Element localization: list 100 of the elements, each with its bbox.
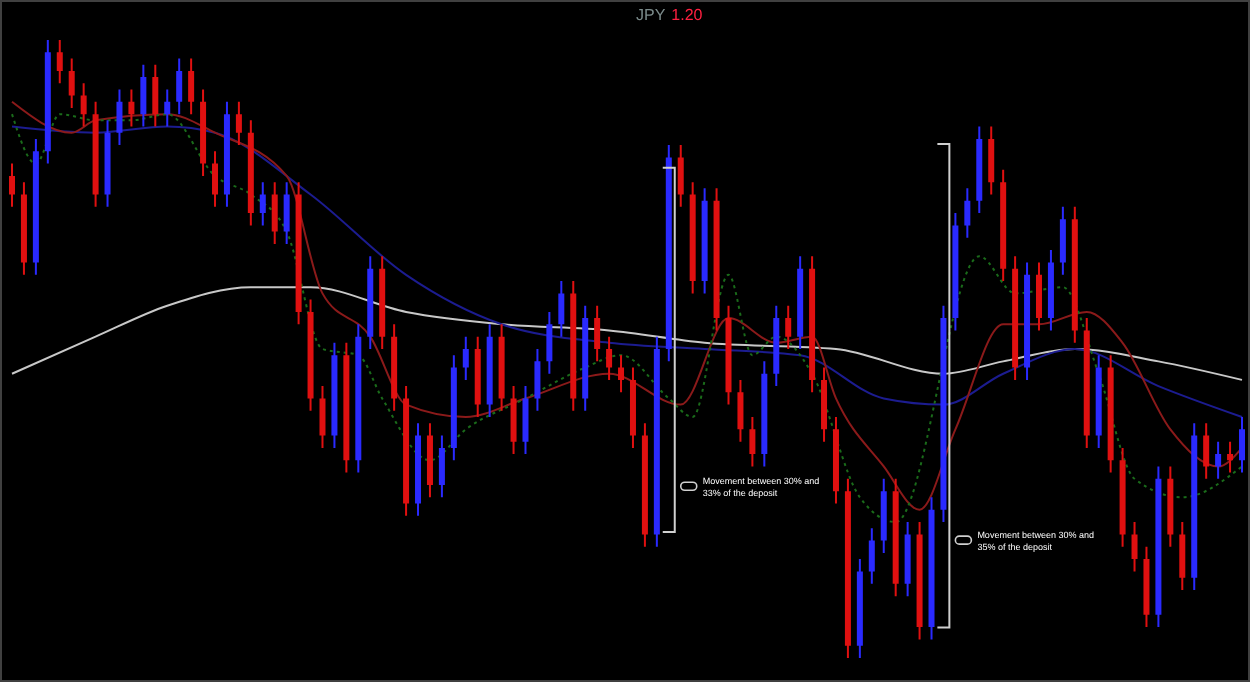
- candlestick: [606, 336, 613, 380]
- candlestick: [570, 281, 577, 411]
- candlestick: [880, 478, 887, 553]
- candlestick: [235, 101, 242, 146]
- chart-title: JPY: [636, 6, 667, 24]
- candlestick: [928, 497, 935, 640]
- candlestick: [976, 126, 983, 214]
- candlestick: [1024, 262, 1031, 380]
- candlestick: [295, 182, 302, 325]
- candlestick: [701, 188, 708, 294]
- candlestick: [200, 89, 207, 176]
- candlestick: [964, 188, 971, 238]
- candlestick: [1227, 441, 1234, 473]
- candlestick: [689, 182, 696, 294]
- candlestick: [20, 182, 27, 275]
- candlestick: [1179, 522, 1186, 591]
- candlestick: [104, 120, 111, 207]
- candlestick: [797, 256, 804, 349]
- candlestick: [677, 145, 684, 207]
- candlestick: [952, 213, 959, 331]
- candlestick: [68, 58, 75, 108]
- candlestick: [749, 416, 756, 467]
- candlestick: [331, 342, 338, 448]
- chart-subtitle: 1.20: [671, 6, 704, 24]
- candlestick: [32, 138, 39, 275]
- candlestick: [1095, 355, 1102, 448]
- candlestick: [188, 58, 195, 115]
- candlestick: [80, 83, 87, 127]
- candlestick: [1059, 206, 1066, 275]
- candlestick: [426, 423, 433, 498]
- candlestick: [9, 163, 15, 207]
- candlestick: [737, 379, 744, 442]
- candlestick: [1035, 262, 1042, 331]
- candlestick: [832, 416, 839, 504]
- candlestick: [534, 349, 541, 411]
- candlestick: [391, 324, 398, 411]
- candlestick: [164, 89, 171, 127]
- candlestick: [618, 355, 625, 393]
- candlestick: [128, 89, 135, 127]
- candlestick: [343, 342, 350, 473]
- candlestick: [546, 311, 553, 374]
- candlestick: [462, 336, 469, 380]
- candlestick: [319, 386, 326, 448]
- candlestick: [212, 151, 219, 207]
- candlestick: [1239, 416, 1245, 473]
- candlestick: [1012, 256, 1019, 380]
- candlestick: [1215, 441, 1222, 479]
- candlestick: [1191, 423, 1198, 591]
- candlestick: [307, 299, 314, 411]
- candlestick: [247, 120, 254, 226]
- candlestick: [809, 256, 816, 393]
- candlestick: [140, 64, 147, 127]
- candlestick: [1119, 447, 1126, 547]
- candlestick: [1000, 169, 1007, 282]
- candlestick: [761, 361, 768, 467]
- candlestick: [629, 367, 636, 448]
- candlestick: [355, 324, 362, 473]
- candlestick: [558, 281, 565, 337]
- candlestick: [283, 182, 290, 244]
- candlestick: [271, 182, 278, 244]
- candlestick: [474, 336, 481, 417]
- candlestick: [988, 126, 995, 195]
- candlestick: [1083, 318, 1090, 448]
- candlestick: [403, 386, 410, 516]
- candlestick: [904, 522, 911, 597]
- candlestick: [510, 386, 517, 455]
- candlestick: [116, 89, 123, 146]
- candlestick: [438, 435, 445, 498]
- candlestick: [498, 324, 505, 411]
- candlestick: [1131, 522, 1138, 572]
- candlestick: [916, 522, 923, 640]
- candlestick: [1047, 250, 1054, 331]
- candlestick: [785, 305, 792, 349]
- candlestick: [223, 101, 230, 207]
- candlestick: [892, 478, 899, 597]
- candlestick: [653, 336, 660, 547]
- candlestick: [641, 423, 648, 547]
- candlestick: [844, 478, 851, 658]
- candlestick: [725, 305, 732, 405]
- candlestick: [379, 256, 386, 349]
- candlestick: [773, 305, 780, 387]
- candlestick: [56, 40, 63, 84]
- candlestick: [415, 423, 422, 516]
- candlestick: [1107, 355, 1114, 473]
- candlestick: [450, 355, 457, 461]
- candlestick: [1143, 546, 1150, 628]
- candlestick: [1167, 466, 1174, 547]
- candlestick: [259, 182, 266, 226]
- candlestick: [582, 305, 589, 411]
- candlestick: [522, 386, 529, 455]
- candlestick: [486, 324, 493, 417]
- candlestick: [713, 188, 720, 331]
- candlestick: [1071, 206, 1078, 343]
- candlestick: [856, 559, 863, 658]
- candlestick: [821, 367, 828, 442]
- candlestick: [1203, 423, 1210, 479]
- candlestick: [868, 528, 875, 584]
- candlestick: [176, 58, 183, 115]
- candlestick: [152, 64, 159, 127]
- candlestick: [92, 101, 99, 207]
